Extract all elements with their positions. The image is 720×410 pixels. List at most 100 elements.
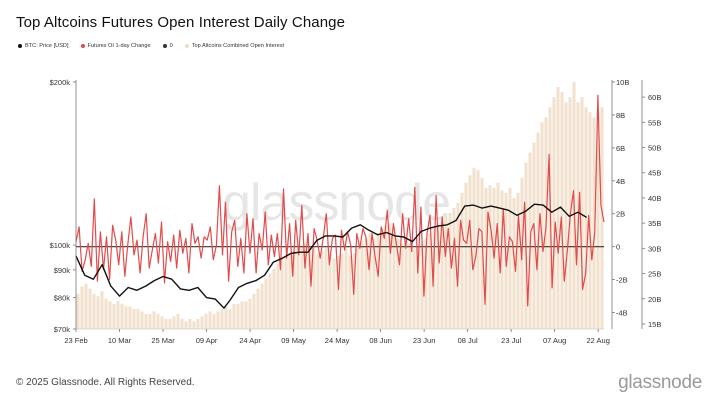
- combined-oi-bar: [436, 223, 440, 329]
- combined-oi-bar: [156, 313, 160, 329]
- price-line: [75, 203, 587, 309]
- x-tick-label: 24 May: [325, 336, 350, 345]
- y-right-inner-tick-label: 0: [616, 243, 620, 252]
- combined-oi-bar: [296, 248, 300, 329]
- combined-oi-bar: [96, 296, 100, 329]
- combined-oi-bar: [184, 321, 188, 329]
- combined-oi-bar: [256, 288, 260, 329]
- combined-oi-bar: [288, 253, 292, 329]
- combined-oi-bar: [564, 102, 568, 329]
- combined-oi-bar: [428, 233, 432, 329]
- combined-oi-bar: [340, 253, 344, 329]
- combined-oi-bar: [360, 240, 364, 329]
- y-right-inner-tick-label: 6B: [616, 144, 625, 153]
- combined-oi-bar: [384, 225, 388, 329]
- combined-oi-bar: [104, 298, 108, 329]
- combined-oi-bar: [440, 218, 444, 329]
- combined-oi-bar: [348, 255, 352, 329]
- combined-oi-bar: [192, 321, 196, 329]
- y-right-inner-tick-label: 2B: [616, 210, 625, 219]
- combined-oi-bar: [516, 192, 520, 329]
- combined-oi-bar: [324, 248, 328, 329]
- combined-oi-bar: [372, 238, 376, 329]
- y-right-outer-tick-label: 50B: [648, 144, 661, 153]
- y-left-tick-label: $70k: [54, 325, 71, 334]
- combined-oi-bar: [344, 248, 348, 329]
- combined-oi-bar: [388, 223, 392, 329]
- x-tick-label: 08 Jul: [458, 336, 478, 345]
- y-left-tick-label: $100k: [50, 241, 71, 250]
- x-tick-label: 25 Mar: [151, 336, 175, 345]
- combined-oi-bar: [500, 190, 504, 329]
- x-tick-label: 08 Jun: [369, 336, 392, 345]
- x-tick-label: 10 Mar: [108, 336, 132, 345]
- legend-item-oi-change[interactable]: Futures OI 1-day Change: [80, 43, 151, 49]
- combined-oi-bar: [588, 112, 592, 330]
- combined-oi-bar: [292, 250, 296, 329]
- brand-logo: glassnode: [618, 372, 702, 393]
- legend-item-combined-oi[interactable]: Top Altcoins Combined Open Interest: [184, 43, 285, 49]
- combined-oi-bar: [496, 182, 500, 329]
- legend-item-price[interactable]: BTC: Price [USD]: [18, 43, 69, 49]
- combined-oi-bar: [336, 255, 340, 329]
- combined-oi-bar: [260, 283, 264, 329]
- combined-oi-bar: [396, 238, 400, 329]
- combined-oi-bar: [304, 243, 308, 329]
- y-left-tick-label: $80k: [54, 294, 71, 303]
- legend-dot-icon: [18, 44, 22, 48]
- y-right-inner-tick-label: 8B: [616, 111, 625, 120]
- combined-oi-bar: [580, 97, 584, 330]
- y-right-inner-tick-label: 4B: [616, 177, 625, 186]
- combined-oi-bar: [168, 318, 172, 329]
- y-right-inner-tick-label: -2B: [616, 276, 628, 285]
- x-tick-label: 23 Jun: [413, 336, 436, 345]
- combined-oi-bar: [284, 255, 288, 329]
- combined-oi-bar: [120, 303, 124, 329]
- combined-oi-bar: [332, 258, 336, 329]
- combined-oi-bar: [176, 313, 180, 329]
- x-tick-label: 22 Aug: [587, 336, 610, 345]
- y-right-outer-tick-label: 20B: [648, 295, 661, 304]
- combined-oi-bar: [100, 291, 104, 329]
- combined-oi-bar: [200, 316, 204, 329]
- y-right-outer-tick-label: 35B: [648, 219, 661, 228]
- combined-oi-bar: [172, 316, 176, 329]
- combined-oi-bar: [600, 107, 604, 329]
- combined-oi-bar: [468, 175, 472, 329]
- y-right-outer-tick-label: 15B: [648, 320, 661, 329]
- y-left-tick-label: $200k: [50, 78, 71, 87]
- combined-oi-bar: [136, 308, 140, 329]
- combined-oi-bar: [408, 243, 412, 329]
- combined-oi-bar: [412, 248, 416, 329]
- combined-oi-bar: [152, 311, 156, 329]
- combined-oi-bar: [92, 293, 96, 329]
- combined-oi-bar: [76, 293, 80, 329]
- combined-oi-bar: [424, 238, 428, 329]
- oi-change-line: [75, 94, 605, 307]
- combined-oi-bar: [376, 233, 380, 329]
- y-right-outer-tick-label: 45B: [648, 169, 661, 178]
- legend-dot-icon: [184, 44, 189, 48]
- y-right-outer-tick-label: 55B: [648, 118, 661, 127]
- legend-label: Top Altcoins Combined Open Interest: [191, 43, 285, 49]
- combined-oi-bar: [88, 288, 92, 329]
- combined-oi-bar: [488, 185, 492, 329]
- combined-oi-bar: [404, 238, 408, 329]
- y-right-outer-tick-label: 40B: [648, 194, 661, 203]
- combined-oi-bar: [432, 228, 436, 329]
- combined-oi-bar: [552, 97, 556, 330]
- combined-oi-bar: [560, 92, 564, 329]
- combined-oi-bar: [248, 298, 252, 329]
- combined-oi-bar: [204, 313, 208, 329]
- combined-oi-bar: [264, 278, 268, 329]
- combined-oi-bar: [228, 308, 232, 329]
- y-right-outer-tick-label: 25B: [648, 270, 661, 279]
- combined-oi-bar: [268, 273, 272, 329]
- combined-oi-bar: [540, 122, 544, 329]
- combined-oi-bar: [584, 107, 588, 329]
- legend-item-zero[interactable]: 0: [162, 43, 173, 49]
- combined-oi-bar: [160, 316, 164, 329]
- combined-oi-bar: [472, 167, 476, 329]
